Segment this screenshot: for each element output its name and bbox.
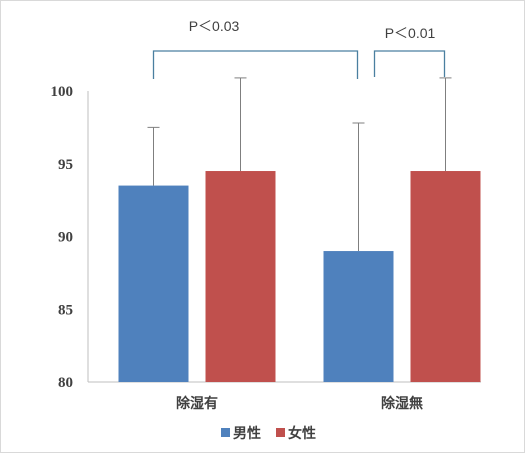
legend-label: 男性 (233, 425, 261, 442)
bar-male (323, 251, 394, 382)
x-tick-label: 除湿有 (176, 395, 218, 412)
bar-female (410, 171, 481, 382)
significance-bracket (373, 50, 446, 77)
significance-label: P＜0.01 (385, 25, 436, 41)
y-tick-label: 90 (58, 230, 73, 246)
legend-label: 女性 (288, 425, 316, 442)
significance-bracket (152, 50, 359, 79)
significance-label: P＜0.03 (189, 18, 240, 34)
bar-female (205, 171, 276, 382)
y-tick-label: 85 (58, 302, 73, 318)
x-tick-label: 除湿無 (381, 395, 423, 412)
y-tick-label: 100 (51, 84, 74, 100)
y-tick-label: 80 (58, 375, 73, 391)
legend-swatch (276, 428, 285, 437)
legend-swatch (221, 428, 230, 437)
bar-male (118, 185, 189, 382)
y-tick-label: 95 (58, 157, 73, 173)
